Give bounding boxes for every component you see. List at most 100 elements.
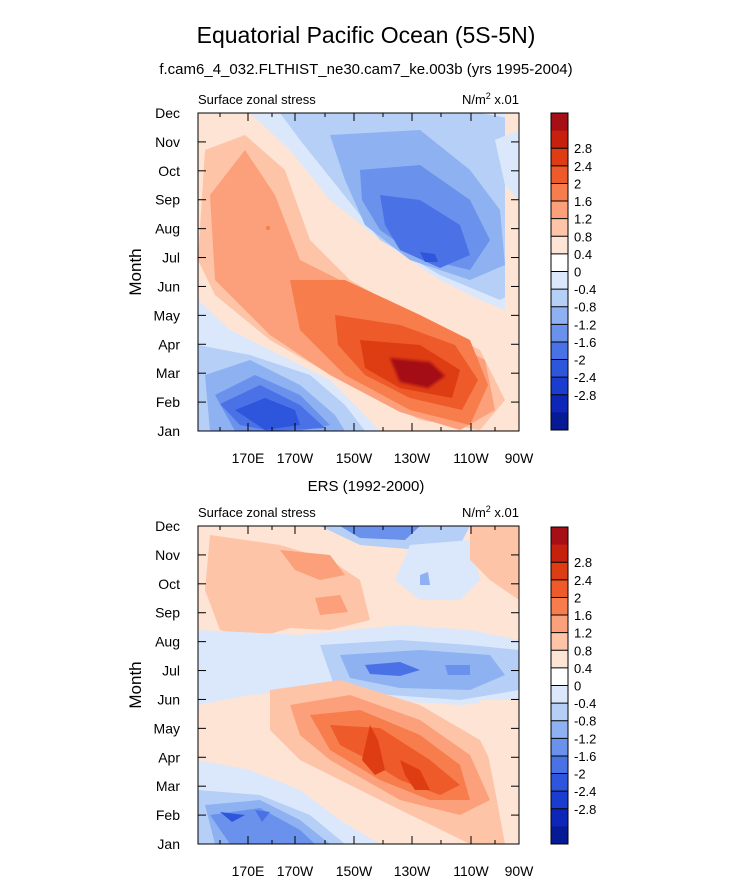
colorbar-swatch xyxy=(551,791,568,810)
y-tick-label: Sep xyxy=(155,605,180,621)
y-tick-label: Feb xyxy=(156,807,180,823)
panel-2: ERS (1992-2000) Surface zonal stress N/m… xyxy=(126,478,534,879)
colorbar-label: -1.6 xyxy=(574,335,596,350)
panel-2-colorbar: 2.8 2.4 2 1.6 1.2 0.8 0.4 0 -0.4 -0.8 -1.2 -1.6 -2 -2… xyxy=(550,526,596,845)
page-title: Equatorial Pacific Ocean (5S-5N) xyxy=(196,22,536,48)
x-tick-label: 170E xyxy=(232,863,265,879)
colorbar-label: 0 xyxy=(574,265,581,280)
y-tick-label: Jul xyxy=(162,250,180,266)
panel-1-units-label: N/m2 x.01 xyxy=(462,91,519,107)
colorbar-swatch xyxy=(551,632,568,651)
x-tick-label: 170W xyxy=(277,450,314,466)
panel-1-colorbar: 2.8 2.4 2 1.6 1.2 0.8 0.4 0 -0.4 -0.8 -1.2 -1.6 -2 -2… xyxy=(550,112,596,431)
panel-2-title: ERS (1992-2000) xyxy=(308,478,425,495)
colorbar-swatch xyxy=(551,720,568,739)
y-tick-label: May xyxy=(154,307,180,323)
colorbar-label: 2 xyxy=(574,590,581,605)
colorbar-swatch xyxy=(551,113,568,132)
colorbar-label: -1.2 xyxy=(574,317,596,332)
y-tick-label: Mar xyxy=(156,778,180,794)
colorbar-label: 2.8 xyxy=(574,555,592,570)
colorbar-swatch xyxy=(551,183,568,202)
panel-2-contour-field xyxy=(198,526,519,844)
panel-2-y-axis-title: Month xyxy=(126,661,145,708)
colorbar-label: 2.4 xyxy=(574,573,592,588)
y-tick-label: Jan xyxy=(157,836,180,852)
colorbar-swatch xyxy=(551,579,568,598)
panel-2-x-axis: 170E 170W 150W 130W 110W 90W xyxy=(219,526,535,879)
y-tick-label: Aug xyxy=(155,634,180,650)
colorbar-swatch xyxy=(551,377,568,396)
colorbar-swatch xyxy=(551,306,568,325)
y-tick-label: Sep xyxy=(155,192,180,208)
colorbar-label: 1.2 xyxy=(574,212,592,227)
y-tick-label: Feb xyxy=(156,394,180,410)
panel-1-contour-field xyxy=(198,113,519,431)
x-tick-label: 130W xyxy=(394,450,431,466)
y-tick-label: May xyxy=(154,720,180,736)
colorbar-label: 2 xyxy=(574,176,581,191)
panel-1-x-axis: 170E 170W 150W 130W 110W 90W xyxy=(219,113,535,466)
colorbar-swatch xyxy=(551,253,568,272)
panel-1-y-axis: Jan Feb Mar Apr May Jun Jul Aug Sep Oct Nov Dec xyxy=(154,105,519,439)
panel-1-frame xyxy=(197,112,520,432)
x-tick-label: 90W xyxy=(505,863,535,879)
colorbar-label: 0.4 xyxy=(574,247,592,262)
y-tick-label: Jun xyxy=(157,278,180,294)
colorbar-swatch xyxy=(551,667,568,686)
panel-2-frame xyxy=(197,525,520,845)
colorbar-swatch xyxy=(551,773,568,792)
y-tick-label: Jan xyxy=(157,423,180,439)
colorbar-swatch xyxy=(551,615,568,634)
colorbar-swatch xyxy=(551,412,568,431)
y-tick-label: Dec xyxy=(155,105,180,121)
y-tick-label: Nov xyxy=(155,547,180,563)
colorbar-swatch xyxy=(551,359,568,378)
colorbar-label: -2.8 xyxy=(574,802,596,817)
colorbar-swatch xyxy=(551,218,568,237)
x-tick-label: 170W xyxy=(277,863,314,879)
panel-1-y-axis-title: Month xyxy=(126,248,145,295)
colorbar-label: 0.4 xyxy=(574,661,592,676)
colorbar-label: -0.4 xyxy=(574,696,596,711)
colorbar-label: -1.2 xyxy=(574,731,596,746)
colorbar-label: -0.4 xyxy=(574,282,596,297)
colorbar-swatch xyxy=(551,755,568,774)
panel-2-y-axis: Jan Feb Mar Apr May Jun Jul Aug Sep Oct Nov Dec xyxy=(154,518,519,852)
colorbar-label: -2.4 xyxy=(574,370,596,385)
x-tick-label: 150W xyxy=(336,450,373,466)
colorbar-swatch xyxy=(551,341,568,360)
y-tick-label: Oct xyxy=(158,163,180,179)
colorbar-label: 0 xyxy=(574,679,581,694)
colorbar-label: 1.6 xyxy=(574,608,592,623)
colorbar-swatch xyxy=(551,201,568,220)
colorbar-label: -0.8 xyxy=(574,714,596,729)
y-tick-label: Aug xyxy=(155,221,180,237)
panel-2-variable-label: Surface zonal stress xyxy=(198,505,316,520)
colorbar-label: 0.8 xyxy=(574,229,592,244)
colorbar-label: 2.8 xyxy=(574,141,592,156)
colorbar-label: -2.4 xyxy=(574,784,596,799)
colorbar-swatch xyxy=(551,236,568,255)
y-tick-label: Mar xyxy=(156,365,180,381)
x-tick-label: 170E xyxy=(232,450,265,466)
colorbar-swatch xyxy=(551,165,568,184)
colorbar-label: 0.8 xyxy=(574,643,592,658)
colorbar-swatch xyxy=(551,650,568,669)
page-subtitle: f.cam6_4_032.FLTHIST_ne30.cam7_ke.003b (… xyxy=(159,61,573,78)
colorbar-swatch xyxy=(551,324,568,343)
panel-2-units-label: N/m2 x.01 xyxy=(462,504,519,520)
colorbar-label: -2 xyxy=(574,353,586,368)
x-tick-label: 90W xyxy=(505,450,535,466)
colorbar-label: -0.8 xyxy=(574,300,596,315)
y-tick-label: Dec xyxy=(155,518,180,534)
colorbar-swatch xyxy=(551,808,568,827)
y-tick-label: Apr xyxy=(158,749,180,765)
colorbar-label: -1.6 xyxy=(574,749,596,764)
x-tick-label: 110W xyxy=(453,863,489,879)
colorbar-swatch xyxy=(551,738,568,757)
colorbar-swatch xyxy=(551,685,568,704)
colorbar-swatch xyxy=(551,527,568,546)
x-tick-label: 110W xyxy=(453,450,489,466)
